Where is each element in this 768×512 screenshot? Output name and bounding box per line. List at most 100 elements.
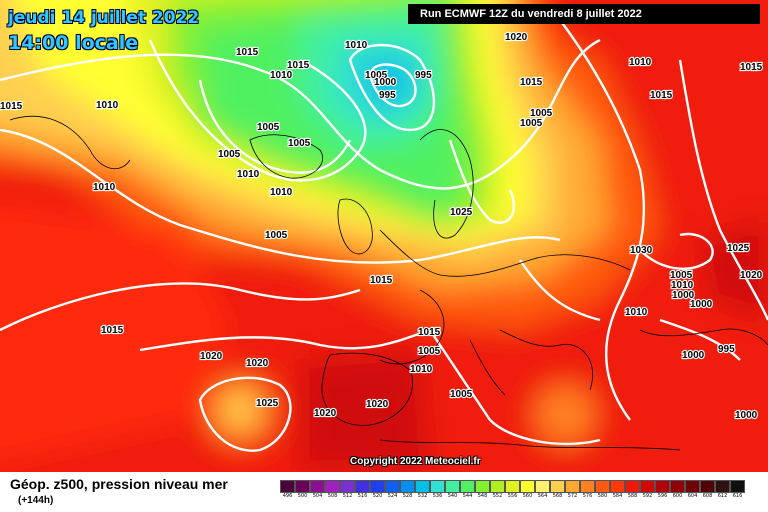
legend-swatch: [685, 480, 700, 493]
legend-swatch: [700, 480, 715, 493]
legend-label: 604: [687, 493, 698, 499]
isobar-label: 1000: [672, 290, 695, 301]
legend-label: 612: [717, 493, 728, 499]
legend-cell: 500: [295, 480, 310, 500]
legend-label: 536: [432, 493, 443, 499]
legend-swatch: [730, 480, 745, 493]
legend-label: 596: [657, 493, 668, 499]
legend-label: 584: [612, 493, 623, 499]
isobar-label: 1020: [366, 399, 389, 410]
legend-swatch: [310, 480, 325, 493]
isobar-label: 1025: [450, 207, 473, 218]
legend-cell: 596: [655, 480, 670, 500]
legend-cell: 540: [445, 480, 460, 500]
legend-label: 512: [342, 493, 353, 499]
isobar-label: 1005: [418, 346, 441, 357]
copyright-notice: Copyright 2022 Meteociel.fr: [350, 456, 481, 467]
legend-label: 600: [672, 493, 683, 499]
isobar-label: 1005: [670, 270, 693, 281]
legend-label: 560: [522, 493, 533, 499]
legend-cell: 516: [355, 480, 370, 500]
isobar-label: 1010: [410, 364, 433, 375]
legend-swatch: [640, 480, 655, 493]
forecast-time: 14:00 locale: [8, 32, 139, 54]
isobar-label: 1025: [256, 398, 279, 409]
isobar-label: 1010: [671, 280, 694, 291]
footer-title: Géop. z500, pression niveau mer: [10, 476, 228, 492]
legend-swatch: [430, 480, 445, 493]
isobar-label: 1000: [682, 350, 705, 361]
legend-label: 564: [537, 493, 548, 499]
forecast-date: jeudi 14 juillet 2022: [8, 8, 200, 28]
legend-cell: 592: [640, 480, 655, 500]
legend-cell: 508: [325, 480, 340, 500]
isobar-lines: [0, 19, 768, 452]
legend-swatch: [535, 480, 550, 493]
isobar-label: 1010: [270, 70, 293, 81]
legend-swatch: [415, 480, 430, 493]
legend-swatch: [715, 480, 730, 493]
model-run-banner: Run ECMWF 12Z du vendredi 8 juillet 2022: [408, 4, 760, 24]
isobar-label: 1015: [370, 275, 393, 286]
legend-cell: 604: [685, 480, 700, 500]
legend-label: 568: [552, 493, 563, 499]
legend-swatch: [505, 480, 520, 493]
isobar-label: 1015: [650, 90, 673, 101]
legend-cell: 600: [670, 480, 685, 500]
legend-cell: 612: [715, 480, 730, 500]
legend-label: 592: [642, 493, 653, 499]
isobar-label: 1005: [257, 122, 280, 133]
legend-swatch: [460, 480, 475, 493]
legend-cell: 584: [610, 480, 625, 500]
isobar-label: 1015: [418, 327, 441, 338]
legend-swatch: [400, 480, 415, 493]
isobar-label: 1020: [314, 408, 337, 419]
legend-label: 504: [312, 493, 323, 499]
legend-label: 572: [567, 493, 578, 499]
legend-label: 580: [597, 493, 608, 499]
isobar-label: 995: [379, 90, 396, 101]
legend-cell: 504: [310, 480, 325, 500]
legend-cell: 572: [565, 480, 580, 500]
isobar-label: 1000: [735, 410, 758, 421]
isobar-label: 1025: [727, 243, 750, 254]
isobar-label: 1015: [101, 325, 124, 336]
legend-label: 540: [447, 493, 458, 499]
legend-swatch: [385, 480, 400, 493]
legend-cell: 564: [535, 480, 550, 500]
legend-swatch: [580, 480, 595, 493]
legend-swatch: [565, 480, 580, 493]
legend-label: 608: [702, 493, 713, 499]
isobar-label: 1020: [200, 351, 223, 362]
isobar-label: 1010: [629, 57, 652, 68]
legend-label: 500: [297, 493, 308, 499]
legend-label: 528: [402, 493, 413, 499]
isobar-label: 1015: [0, 101, 23, 112]
isobar-label: 1010: [625, 307, 648, 318]
legend-swatch: [550, 480, 565, 493]
legend-swatch: [610, 480, 625, 493]
legend-cell: 548: [475, 480, 490, 500]
legend-label: 576: [582, 493, 593, 499]
legend-cell: 532: [415, 480, 430, 500]
geopotential-shading: [0, 0, 768, 472]
legend-label: 520: [372, 493, 383, 499]
isobar-label: 1005: [288, 138, 311, 149]
legend-label: 616: [732, 493, 743, 499]
legend-cell: 588: [625, 480, 640, 500]
legend-label: 548: [477, 493, 488, 499]
legend-cell: 576: [580, 480, 595, 500]
isobar-label: 1010: [93, 182, 116, 193]
legend-swatch: [280, 480, 295, 493]
legend-swatch: [520, 480, 535, 493]
legend-swatch: [595, 480, 610, 493]
isobar-label: 1010: [345, 40, 368, 51]
isobar-label: 1005: [520, 118, 543, 129]
legend-swatch: [340, 480, 355, 493]
isobar-label: 1020: [505, 32, 528, 43]
isobar-label: 995: [415, 70, 432, 81]
isobar-label: 1005: [450, 389, 473, 400]
legend-cell: 568: [550, 480, 565, 500]
